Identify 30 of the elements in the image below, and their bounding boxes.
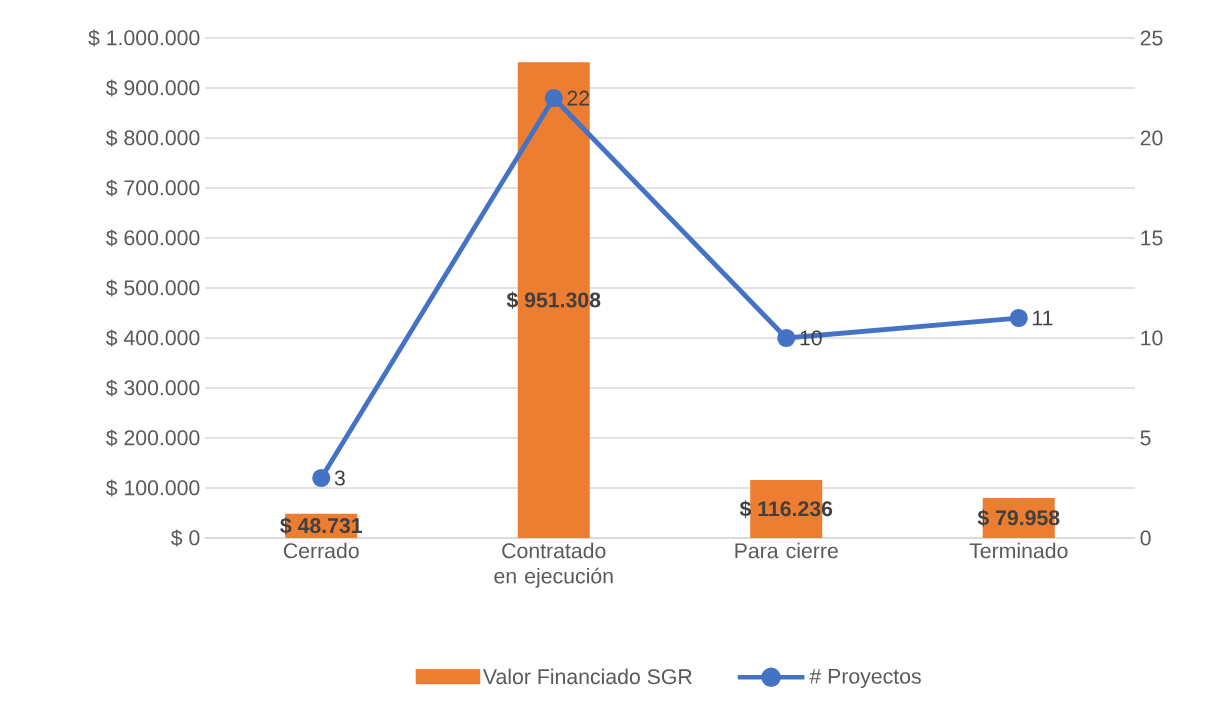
y2-tick-label: 5	[1140, 430, 1151, 446]
data-label: 3	[334, 470, 345, 486]
data-label: 11	[1033, 310, 1053, 326]
y2-tick-label: 25	[1140, 30, 1163, 46]
y-tick-label: $ 100.000	[105, 479, 200, 497]
legend-label: Valor Financiado SGR	[482, 668, 692, 685]
y2-tick-label: 20	[1140, 130, 1163, 146]
point	[1009, 308, 1028, 328]
y2-tick-label: 10	[1141, 330, 1163, 346]
y2-tick-label: 15	[1141, 230, 1163, 246]
point	[312, 468, 331, 488]
data-label: 22	[567, 90, 590, 106]
y-tick-label: $ 700.000	[105, 179, 200, 197]
y-tick-label: $ 900.000	[105, 79, 200, 97]
y-tick-label: $ 600.000	[105, 229, 200, 247]
y-tick-label: $ 800.000	[105, 129, 200, 147]
y2-tick-label: 0	[1140, 530, 1151, 546]
point	[544, 88, 563, 108]
legend-label: # Proyectos	[809, 668, 921, 689]
y-tick-label: $ 1.000.000	[88, 29, 200, 47]
x-tick-label: Terminado	[969, 542, 1068, 559]
y-tick-label: $ 0	[170, 529, 200, 547]
y-tick-label: $ 500.000	[105, 279, 200, 297]
x-tick-label: Cerrado	[283, 542, 359, 559]
y-tick-label: $ 300.000	[105, 379, 200, 397]
x-tick-label: Para cierre	[735, 542, 838, 559]
x-tick-label: Contratado en ejecución	[494, 542, 613, 588]
point	[777, 328, 796, 348]
y-tick-label: $ 200.000	[105, 429, 200, 447]
y-tick-label: $ 400.000	[105, 329, 200, 347]
